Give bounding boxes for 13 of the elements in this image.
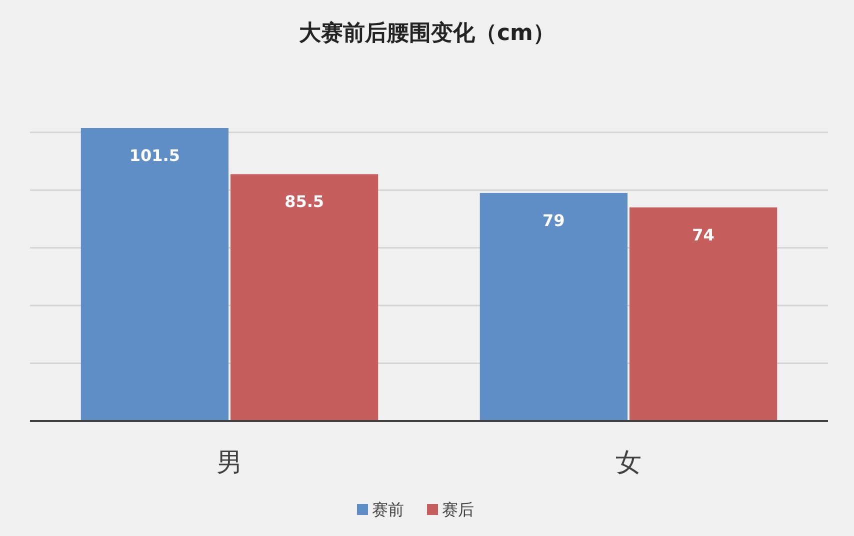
legend-label: 赛前: [372, 500, 404, 519]
data-label: 85.5: [284, 192, 324, 212]
x-tick-label: 男: [216, 448, 242, 478]
data-label: 101.5: [129, 146, 180, 165]
chart-title: 大赛前后腰围变化（cm）: [299, 20, 555, 46]
bar: [80, 128, 228, 421]
bar: [480, 192, 628, 421]
data-label: 74: [692, 225, 714, 244]
bar: [630, 207, 778, 421]
data-label: 79: [542, 210, 565, 230]
bar: [230, 174, 378, 421]
x-tick-label: 女: [616, 448, 642, 478]
legend-label: 赛后: [442, 500, 474, 519]
